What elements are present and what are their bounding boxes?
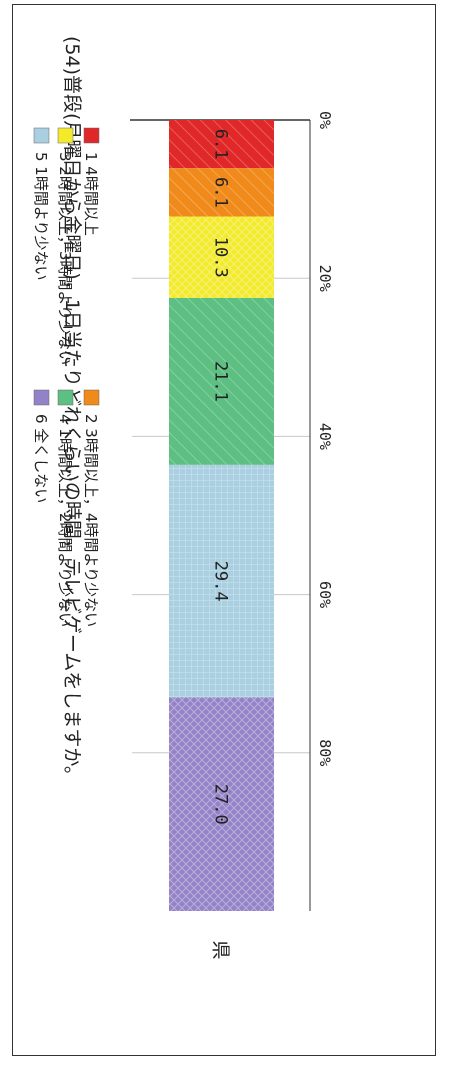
x-tick-label: 60%: [316, 581, 334, 608]
data-label: 10.3: [211, 237, 231, 278]
bar-segment-texture: [169, 120, 274, 169]
gridlines: [130, 119, 311, 911]
data-labels: 6.1 6.1 10.3 21.1 29.4 27.0: [211, 129, 231, 825]
bar-segment-texture: [169, 168, 274, 217]
legend-label: 4 1時間以上，2時間より少ない: [56, 414, 74, 627]
chart-frame: [12, 4, 436, 1056]
legend-swatch: [57, 127, 74, 144]
legend-swatch: [57, 389, 74, 406]
data-label: 6.1: [211, 177, 231, 208]
legend-label: 5 1時間より少ない: [32, 152, 50, 281]
legend-label: 3 2時間以上，3時間より少ない: [56, 152, 74, 365]
category-label: 県: [210, 940, 232, 959]
bar-segment-texture: [169, 297, 274, 465]
x-tick-label: 40%: [316, 423, 334, 450]
legend-swatch: [83, 127, 100, 144]
x-tick-label: 0%: [316, 111, 334, 129]
bar-segment-texture: [169, 216, 274, 298]
legend-label: 6 全くしない: [32, 414, 50, 503]
legend-swatch: [33, 389, 50, 406]
bar-segment-texture: [169, 697, 274, 911]
bar-segments: [169, 120, 274, 911]
legend-swatch: [33, 127, 50, 144]
data-label: 21.1: [211, 361, 231, 402]
data-label: 29.4: [211, 561, 231, 602]
x-tick-label: 20%: [316, 265, 334, 292]
legend-label: 2 3時間以上，4時間より少ない: [82, 414, 100, 627]
bar-segment-texture: [169, 464, 274, 698]
x-axis-ticks: 0% 20% 40% 60% 80%: [316, 111, 334, 766]
data-label: 6.1: [211, 129, 231, 160]
legend-label: 1 4時間以上: [82, 152, 100, 236]
data-label: 27.0: [211, 784, 231, 825]
chart-title: (54)普段(月曜日から金曜日)，1日当たりどれくらいの時間，テレビゲームをしま…: [61, 36, 83, 785]
x-tick-label: 80%: [316, 739, 334, 766]
legend: 1 4時間以上 2 3時間以上，4時間より少ない 3 2時間以上，3時間より少ない 4…: [32, 127, 100, 627]
legend-swatch: [83, 389, 100, 406]
